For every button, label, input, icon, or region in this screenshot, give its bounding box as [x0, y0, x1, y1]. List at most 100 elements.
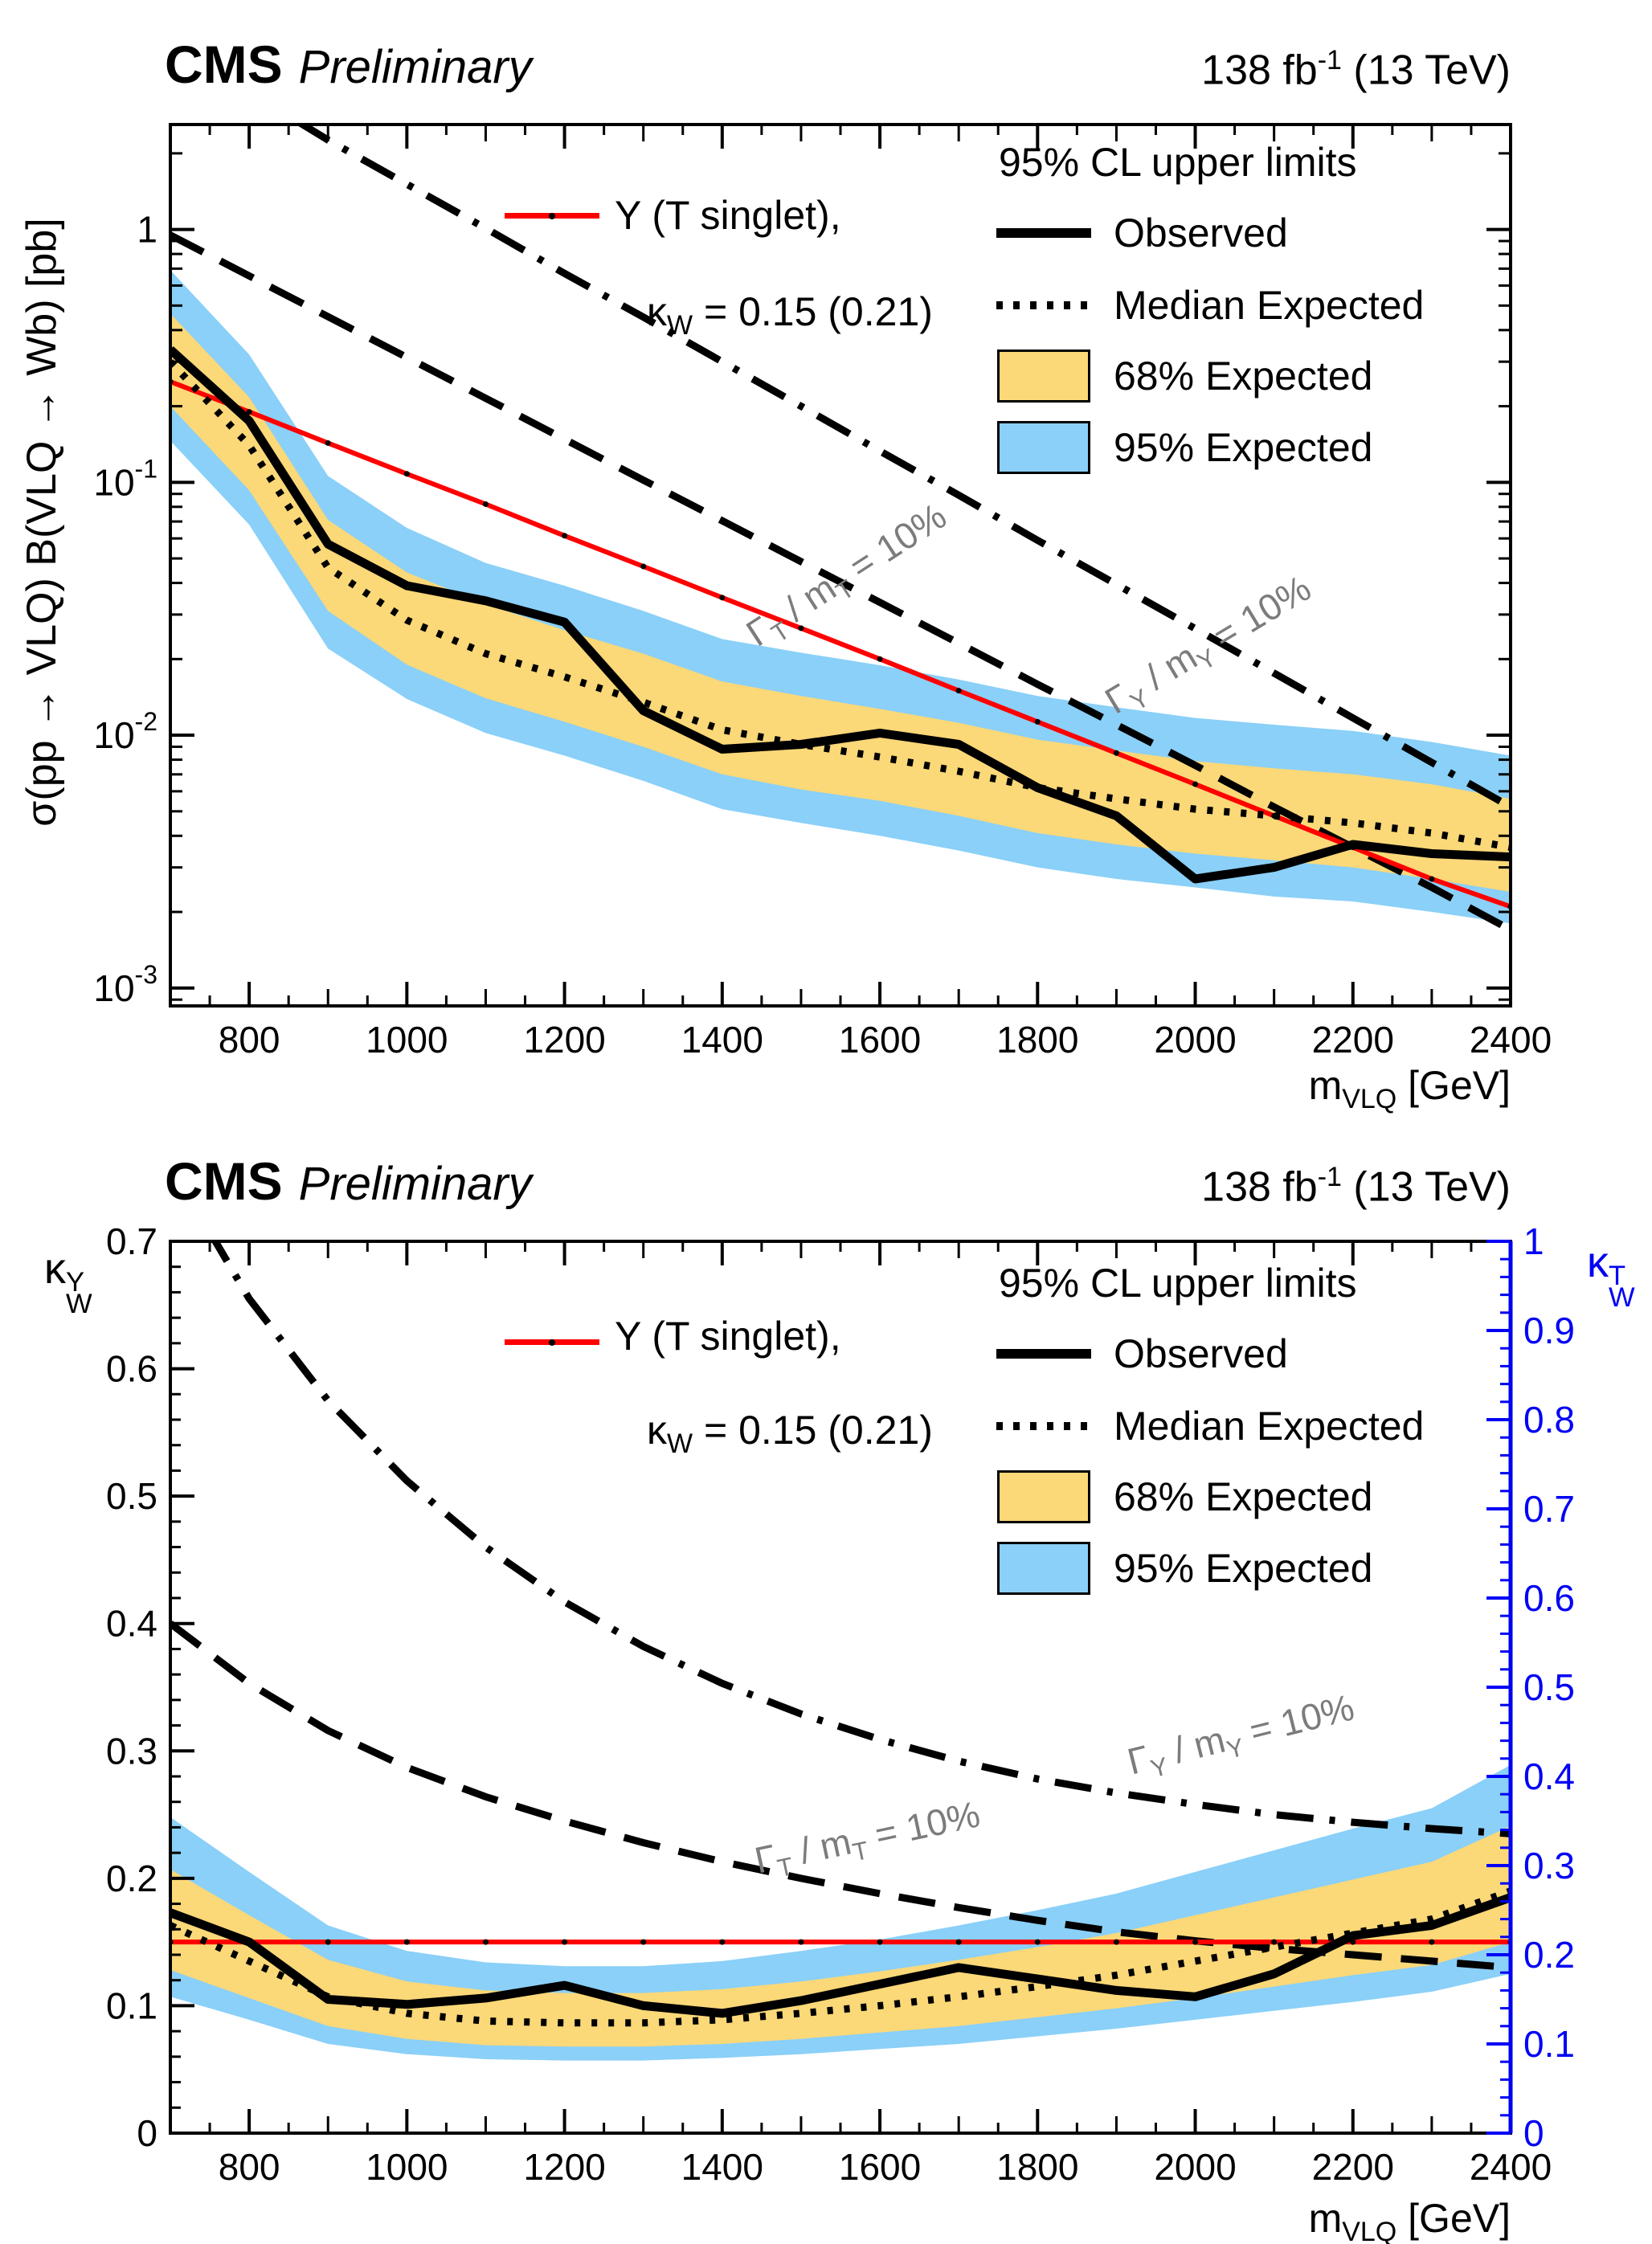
svg-text:0.6: 0.6	[106, 1348, 157, 1390]
cms-label: CMS	[165, 35, 283, 94]
lumi-exponent: -1	[1317, 45, 1342, 76]
legend-title: 95% CL upper limits	[999, 1261, 1357, 1306]
svg-text:1400: 1400	[681, 1019, 763, 1061]
preliminary-label: Preliminary	[298, 1158, 532, 1210]
band68-swatch	[997, 349, 1090, 403]
svg-text:0.1: 0.1	[1523, 2023, 1575, 2065]
top-x-axis-title: mVLQ [GeV]	[1309, 1062, 1511, 1115]
lumi-energy: (13 TeV)	[1341, 47, 1511, 94]
lumi-label: 138 fb-1 (13 TeV)	[1201, 1162, 1511, 1211]
observed-line-sample	[996, 1349, 1091, 1359]
legend-item-68-expected: 68% Expected	[996, 340, 1372, 412]
legend-label: 68% Expected	[1114, 354, 1373, 399]
x-title-sub: VLQ	[1342, 1084, 1397, 1114]
svg-text:0.3: 0.3	[106, 1730, 157, 1772]
legend-label: Median Expected	[1114, 283, 1425, 328]
top-panel: CMS Preliminary 138 fb-1 (13 TeV) σ(pp → …	[0, 0, 1652, 1114]
signal-legend-line1: Y (T singlet),	[615, 1314, 841, 1359]
svg-text:0.7: 0.7	[106, 1220, 157, 1262]
x-title-base: m	[1308, 1063, 1343, 1108]
band68-swatch	[997, 1470, 1090, 1523]
kappa-symbol: κ	[647, 289, 667, 334]
svg-text:1200: 1200	[523, 2146, 605, 2188]
signal-legend-line1: Y (T singlet),	[615, 193, 841, 238]
legend-item-observed: Observed	[996, 1318, 1288, 1390]
legend-item-95-expected: 95% Expected	[996, 1532, 1372, 1604]
legend-item-95-expected: 95% Expected	[996, 411, 1372, 484]
svg-text:0.4: 0.4	[106, 1603, 157, 1645]
svg-text:0.7: 0.7	[1523, 1488, 1575, 1530]
median-line-sample	[996, 301, 1091, 309]
legend-label: 95% Expected	[1114, 425, 1373, 470]
svg-text:0.2: 0.2	[1523, 1934, 1575, 1976]
lumi-exponent: -1	[1317, 1162, 1342, 1192]
legend-item-68-expected: 68% Expected	[996, 1461, 1372, 1533]
top-header: CMS Preliminary	[165, 34, 532, 95]
legend-label: Observed	[1114, 211, 1288, 255]
svg-text:0: 0	[1523, 2112, 1544, 2154]
x-title-rest: [GeV]	[1396, 1063, 1511, 1108]
lumi-label: 138 fb-1 (13 TeV)	[1201, 45, 1511, 94]
legend-item-median-expected: Median Expected	[996, 1390, 1424, 1462]
svg-text:800: 800	[219, 1019, 280, 1061]
legend-title: 95% CL upper limits	[999, 140, 1357, 185]
svg-text:2000: 2000	[1154, 1019, 1236, 1061]
svg-text:1800: 1800	[996, 2146, 1078, 2188]
svg-text:0.5: 0.5	[106, 1475, 157, 1517]
svg-text:2200: 2200	[1312, 2146, 1394, 2188]
band95-swatch	[997, 1542, 1090, 1595]
legend-label: 95% Expected	[1114, 1546, 1373, 1591]
legend-label: Observed	[1114, 1331, 1288, 1376]
top-y-axis-title: σ(pp → VLQ) B(VLQ → Wb) [pb]	[18, 218, 65, 827]
svg-text:0.2: 0.2	[106, 1858, 157, 1899]
svg-text:1800: 1800	[996, 1019, 1078, 1061]
svg-text:10-3: 10-3	[93, 960, 157, 1009]
svg-text:0.5: 0.5	[1523, 1666, 1575, 1708]
lumi-energy: (13 TeV)	[1341, 1163, 1511, 1211]
svg-text:0.6: 0.6	[1523, 1577, 1575, 1619]
bottom-x-axis-title: mVLQ [GeV]	[1308, 2196, 1511, 2244]
svg-text:1400: 1400	[681, 2146, 763, 2188]
signal-legend-line2: κW = 0.15 (0.21)	[647, 289, 933, 348]
svg-text:1000: 1000	[366, 2146, 448, 2188]
svg-text:1600: 1600	[839, 1019, 921, 1061]
signal-line-sample	[505, 213, 599, 219]
svg-text:0.8: 0.8	[1523, 1399, 1575, 1441]
svg-text:0.4: 0.4	[1523, 1756, 1575, 1797]
observed-line-sample	[996, 228, 1091, 238]
legend-item-observed: Observed	[996, 197, 1288, 269]
lumi-value: 138 fb	[1201, 47, 1318, 94]
svg-text:1: 1	[137, 209, 157, 251]
signal-legend-line2: κW = 0.15 (0.21)	[647, 1408, 933, 1459]
svg-text:2400: 2400	[1470, 1019, 1552, 1061]
kappa-sub: W	[667, 310, 693, 341]
svg-text:1200: 1200	[523, 1019, 605, 1061]
svg-text:0: 0	[137, 2112, 157, 2154]
legend-item-median-expected: Median Expected	[996, 269, 1424, 341]
median-line-sample	[996, 1422, 1091, 1430]
svg-text:10-2: 10-2	[93, 707, 157, 756]
cms-label: CMS	[165, 1151, 283, 1211]
svg-text:1600: 1600	[839, 2146, 921, 2188]
svg-text:800: 800	[219, 2146, 280, 2188]
kappa-value: = 0.15 (0.21)	[693, 289, 933, 334]
svg-text:1: 1	[1523, 1220, 1544, 1262]
bottom-header: CMS Preliminary	[165, 1151, 532, 1212]
lumi-value: 138 fb	[1201, 1163, 1318, 1211]
legend-label: Median Expected	[1114, 1404, 1425, 1449]
legend-label: 68% Expected	[1114, 1474, 1373, 1519]
svg-text:0.1: 0.1	[106, 1984, 157, 2026]
svg-text:0.9: 0.9	[1523, 1310, 1575, 1351]
svg-text:1000: 1000	[366, 1019, 448, 1061]
svg-text:2400: 2400	[1470, 2146, 1552, 2188]
svg-text:2000: 2000	[1154, 2146, 1236, 2188]
svg-text:0.3: 0.3	[1523, 1845, 1575, 1886]
band95-swatch	[997, 421, 1090, 474]
svg-text:2200: 2200	[1312, 1019, 1394, 1061]
svg-text:10-1: 10-1	[93, 454, 157, 503]
